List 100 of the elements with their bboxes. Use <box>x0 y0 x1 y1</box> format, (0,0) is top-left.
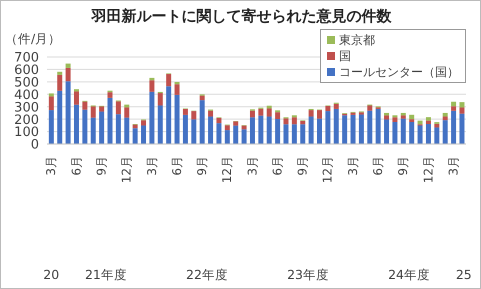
bar <box>48 110 54 144</box>
bar <box>57 72 62 75</box>
bar <box>200 96 205 100</box>
x-tick-label: 12月 <box>120 156 134 184</box>
bar <box>166 86 172 144</box>
x-tick-label: 9月 <box>296 156 310 176</box>
bar <box>74 91 79 105</box>
bar <box>317 118 322 144</box>
chart-title: 羽田新ルートに関して寄せられた意見の件数 <box>90 7 392 26</box>
bar <box>266 106 272 108</box>
bar <box>124 104 130 108</box>
bar <box>182 114 188 144</box>
bar <box>442 120 448 144</box>
legend-label: 東京都 <box>339 32 375 48</box>
x-tick-label: 12月 <box>320 156 335 184</box>
bar <box>66 68 71 82</box>
x-tick-label: 6月 <box>69 156 84 176</box>
bar <box>384 120 390 144</box>
bar <box>442 112 448 117</box>
bar <box>108 92 113 98</box>
bar <box>358 114 364 144</box>
bar <box>384 115 390 120</box>
text: 23年度 <box>286 267 330 284</box>
bar <box>300 120 306 124</box>
bar <box>409 119 414 122</box>
bar <box>108 98 113 144</box>
bar <box>275 112 280 120</box>
x-tick-label: 12月 <box>220 156 234 184</box>
bar <box>308 110 314 117</box>
text: 20 <box>43 267 60 282</box>
bar <box>174 94 180 144</box>
bar <box>325 106 330 112</box>
text: 21年度 <box>84 267 128 284</box>
bar <box>99 106 104 112</box>
bar <box>283 124 288 144</box>
bar <box>99 112 104 144</box>
bar <box>48 96 54 110</box>
bar <box>308 116 314 144</box>
bar <box>57 90 62 144</box>
y-axis-title: （件/月） <box>5 31 62 48</box>
bar <box>90 106 96 118</box>
bar <box>124 107 130 118</box>
bar <box>132 128 138 144</box>
bar <box>208 110 214 117</box>
bar <box>384 112 390 116</box>
y-tick-label: 300 <box>14 100 39 116</box>
x-tick-label: 3月 <box>446 156 460 176</box>
x-tick-label: 9月 <box>195 156 210 176</box>
bar <box>400 115 406 119</box>
bar <box>224 125 230 130</box>
bar <box>242 126 247 130</box>
bar <box>166 74 172 86</box>
x-tick-label: 3月 <box>44 156 58 176</box>
bar <box>149 80 154 92</box>
bar <box>191 119 196 144</box>
x-tick-label: 9月 <box>396 156 410 176</box>
x-tick-label: 3月 <box>245 156 260 176</box>
bar <box>459 107 464 114</box>
bar <box>300 124 306 144</box>
bar <box>141 125 146 144</box>
bar <box>367 110 372 144</box>
bar <box>434 127 440 144</box>
bar <box>334 108 339 144</box>
x-tick-label: 3月 <box>346 156 360 176</box>
bar <box>418 120 423 124</box>
bar <box>400 118 406 144</box>
bar <box>90 118 96 144</box>
bar <box>250 110 255 118</box>
bar <box>174 84 180 95</box>
x-tick-label: 6月 <box>270 156 284 176</box>
bar <box>141 120 146 126</box>
bar <box>66 64 71 68</box>
bar <box>418 125 423 144</box>
bar <box>233 126 238 144</box>
x-tick-label: 9月 <box>94 156 108 176</box>
x-tick-label: 3月 <box>144 156 159 176</box>
bar <box>216 118 222 124</box>
bar <box>451 106 456 111</box>
bar <box>116 114 121 144</box>
bar <box>233 121 238 126</box>
legend-label: コールセンター（国） <box>339 64 459 80</box>
bar <box>208 116 214 144</box>
bar <box>158 93 163 106</box>
bar <box>182 108 188 115</box>
bar <box>158 105 163 144</box>
bar <box>57 74 62 91</box>
bar <box>82 110 88 144</box>
bar <box>426 120 431 124</box>
bar <box>266 116 272 144</box>
bar <box>48 93 54 96</box>
bar <box>292 124 297 144</box>
bar <box>74 104 79 144</box>
y-tick-label: 100 <box>14 125 39 140</box>
bar <box>400 112 406 116</box>
x-tick-label: 6月 <box>371 156 386 176</box>
bar <box>224 130 230 144</box>
bar <box>426 117 431 121</box>
bar <box>367 105 372 111</box>
bar <box>451 102 456 106</box>
bar <box>442 116 448 120</box>
